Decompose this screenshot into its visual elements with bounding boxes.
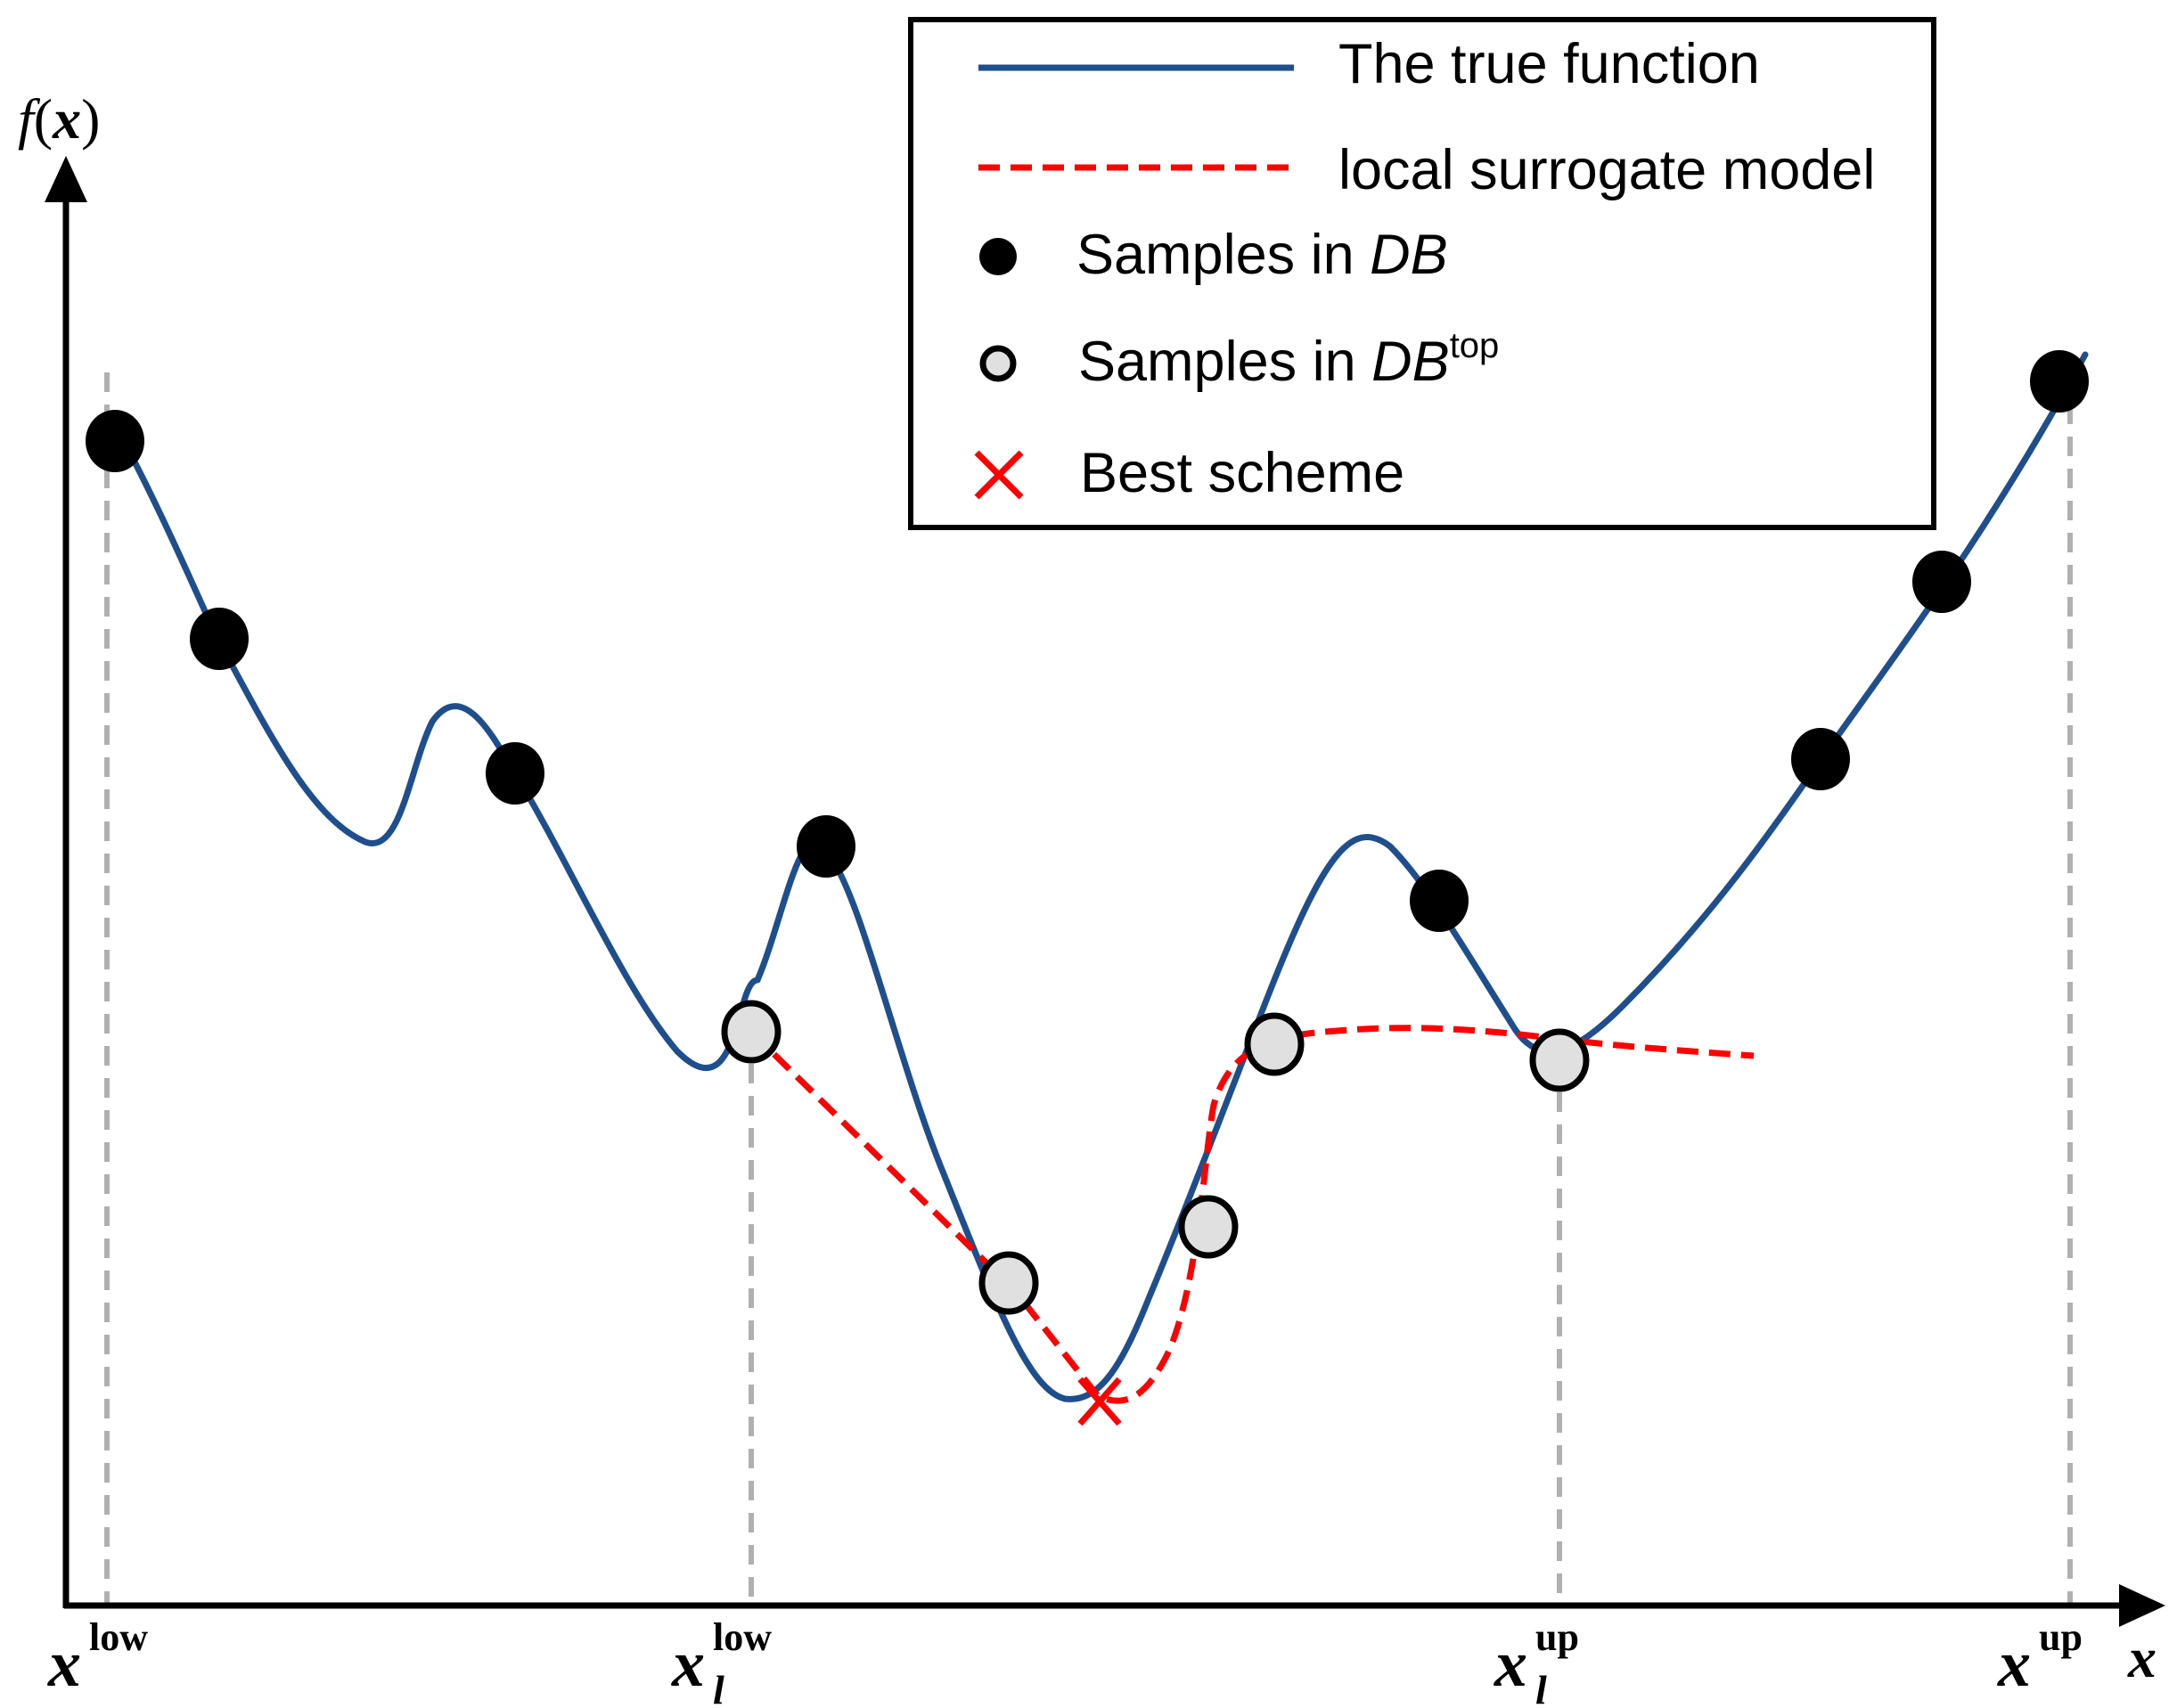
svg-text:l: l [1535, 1667, 1547, 1708]
legend-dbtop-label: Samples in DBtop [1078, 326, 1499, 393]
legend-dbtop-swatch [979, 345, 1017, 382]
svg-text:x: x [1997, 1628, 2031, 1701]
axes [45, 156, 2165, 1627]
db-sample-8 [2030, 350, 2089, 413]
x-tick-xl-low: x low l [671, 1615, 772, 1708]
db-sample-1 [86, 410, 144, 472]
best-scheme-marker [1077, 1377, 1122, 1426]
svg-text:up: up [2039, 1615, 2083, 1659]
dbtop-sample-4 [1244, 1012, 1305, 1076]
legend-best-swatch [974, 450, 1024, 500]
x-tick-xlow: x low [47, 1615, 148, 1701]
db-sample-3 [486, 742, 544, 805]
x-axis-label: x [2127, 1626, 2157, 1689]
svg-text:low: low [89, 1615, 148, 1659]
dbtop-sample-3 [1178, 1195, 1239, 1259]
x-tick-xl-up: x up l [1494, 1615, 1579, 1708]
db-sample-4 [797, 815, 855, 878]
x-axis-arrowhead [2119, 1584, 2165, 1627]
svg-text:low: low [713, 1615, 772, 1659]
svg-text:x: x [1494, 1628, 1527, 1701]
surrogate-model-curve [749, 1025, 1755, 1404]
dbtop-samples [721, 1000, 1590, 1315]
true-function-curve [117, 351, 2089, 1402]
db-sample-7 [1912, 551, 1971, 613]
svg-text:x: x [47, 1628, 81, 1701]
legend-box [908, 17, 1936, 530]
y-axis-arrowhead [45, 156, 87, 202]
legend: The true function local surrogate model … [908, 17, 1936, 530]
db-sample-2 [190, 608, 249, 670]
legend-surrogate-label: local surrogate model [1338, 139, 1875, 201]
svg-text:x: x [671, 1628, 705, 1701]
db-sample-6 [1791, 728, 1850, 790]
legend-db-label: Samples in DB [1076, 224, 1448, 286]
svg-text:l: l [713, 1667, 724, 1708]
legend-db-swatch [979, 238, 1017, 275]
dbtop-sample-1 [721, 1000, 782, 1064]
svg-text:up: up [1535, 1615, 1579, 1659]
db-samples [86, 350, 2089, 932]
guide-lines [104, 372, 2073, 1604]
y-axis-label: f(x) [18, 87, 100, 151]
dbtop-sample-5 [1529, 1028, 1590, 1092]
db-sample-5 [1410, 870, 1469, 932]
legend-true-function-label: The true function [1338, 33, 1760, 95]
legend-best-label: Best scheme [1080, 442, 1404, 504]
x-tick-xup: x up [1997, 1615, 2083, 1701]
dbtop-sample-2 [978, 1251, 1039, 1315]
